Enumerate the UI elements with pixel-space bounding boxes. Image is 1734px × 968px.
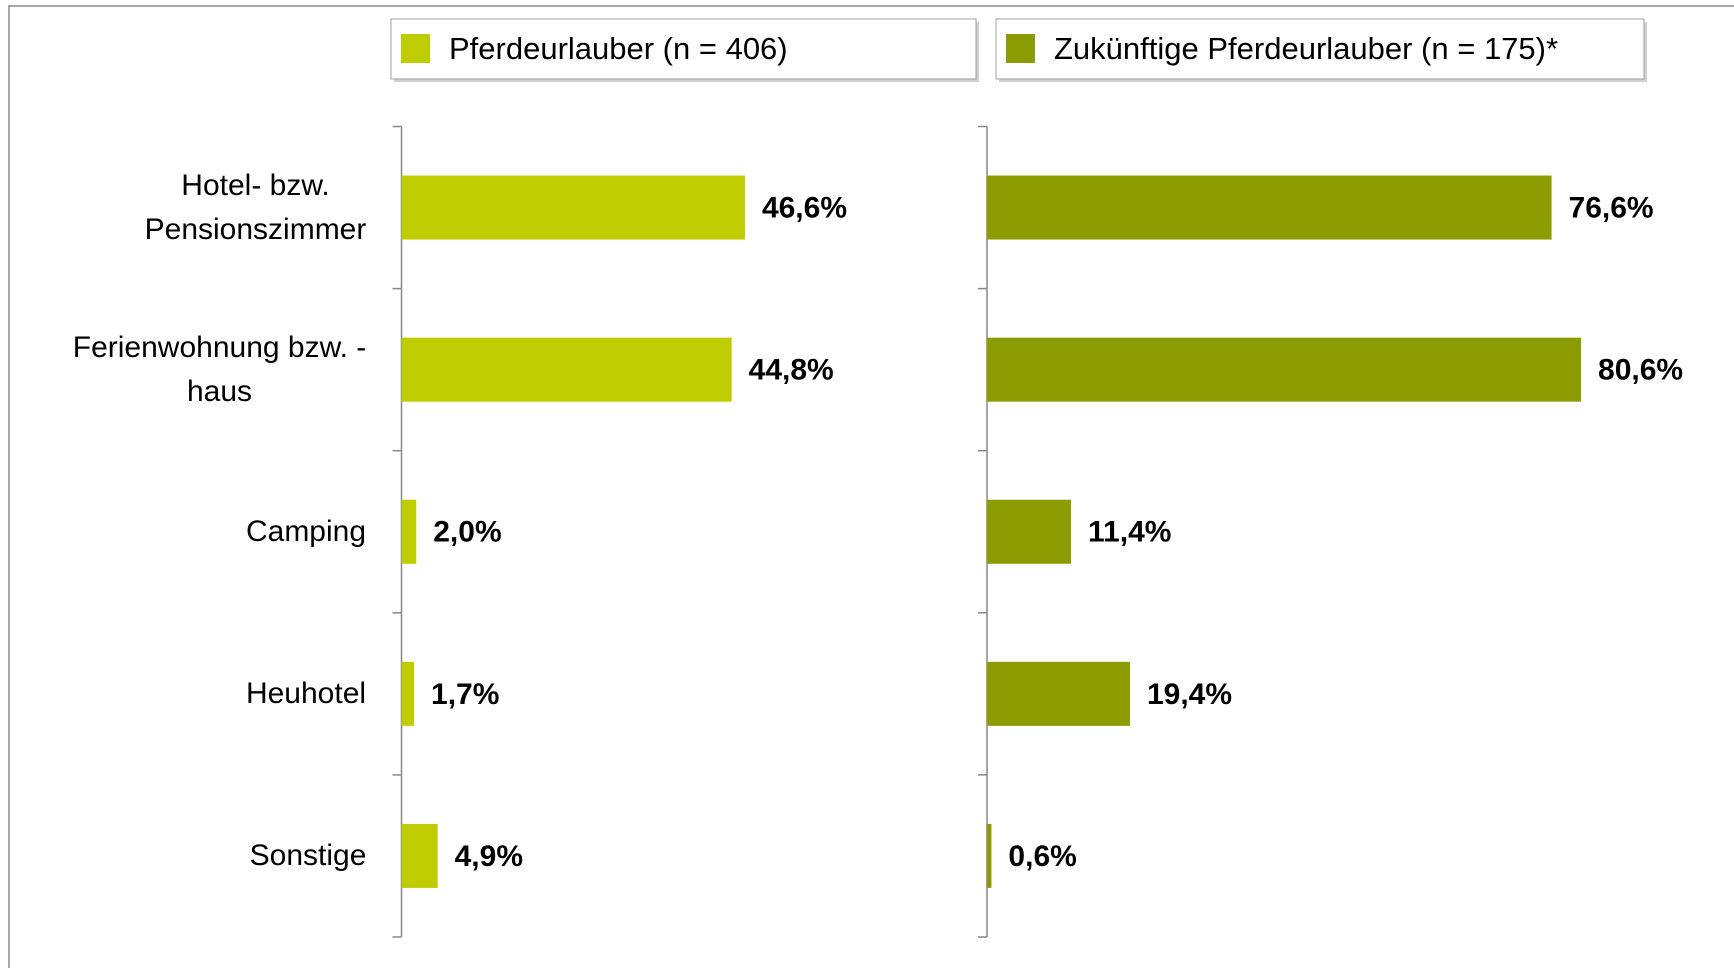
bar [987,661,1130,726]
bar [987,499,1072,564]
value-label: 0,6% [1008,840,1076,873]
legend-label: Pferdeurlauber (n = 406) [449,31,788,66]
value-label: 80,6% [1598,354,1683,387]
legend-box [995,18,1645,80]
legend-box [390,18,977,80]
category-label: Heuhotel [245,676,367,710]
value-label: 4,9% [455,840,523,873]
category-label: Camping [245,514,367,548]
category-label: Hotel- bzw. Pensionszimmer [144,168,367,246]
legend-swatch [1006,34,1035,63]
bar [987,823,992,888]
value-label: 19,4% [1147,678,1232,711]
bar [401,337,732,402]
category-label-box: Hotel- bzw. Pensionszimmer [7,148,367,268]
category-label-box: Ferienwohnung bzw. - haus [7,310,367,430]
value-label: 11,4% [1088,516,1171,549]
legend-swatch [401,34,430,63]
category-label: Ferienwohnung bzw. - haus [72,330,367,408]
bar [401,499,417,564]
category-label: Sonstige [249,838,367,872]
value-label: 44,8% [749,354,834,387]
frame [8,5,1734,968]
category-label-box: Camping [7,472,367,592]
value-label: 76,6% [1569,191,1654,224]
bar [401,661,415,726]
legend-label: Zukünftige Pferdeurlauber (n = 175)* [1054,31,1558,66]
bar [987,175,1552,240]
category-label-box: Heuhotel [7,634,367,754]
bar [401,823,438,888]
value-label: 2,0% [433,516,501,549]
bar [987,337,1582,402]
value-label: 1,7% [431,678,499,711]
value-label: 46,6% [762,191,847,224]
bar [401,175,745,240]
category-label-box: Sonstige [7,796,367,916]
